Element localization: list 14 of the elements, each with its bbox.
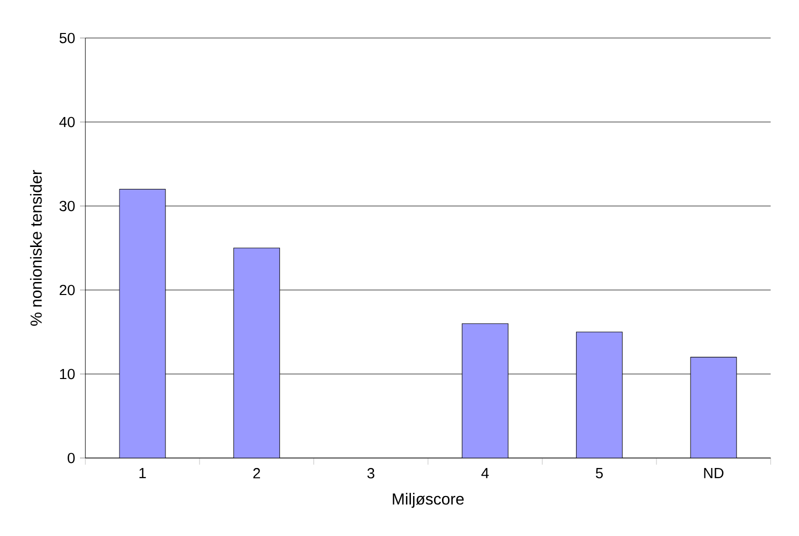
x-axis-title: Miljøscore [392,492,464,508]
y-tick-label: 0 [68,452,75,464]
y-tick-label: 30 [60,200,75,212]
x-tick-label: 4 [481,468,489,478]
x-tick-label: 1 [139,468,146,478]
x-tick-label: 2 [253,468,260,478]
x-tick-label: 5 [596,468,603,478]
y-tick-label: 50 [60,32,75,44]
y-tick-label: 40 [59,116,75,128]
x-tick-label: ND [704,468,724,478]
y-axis-title: % nonioniske tensider [30,170,42,326]
x-tick-label: 3 [367,468,374,478]
y-tick-label: 20 [60,284,75,296]
y-tick-label: 10 [60,368,75,380]
